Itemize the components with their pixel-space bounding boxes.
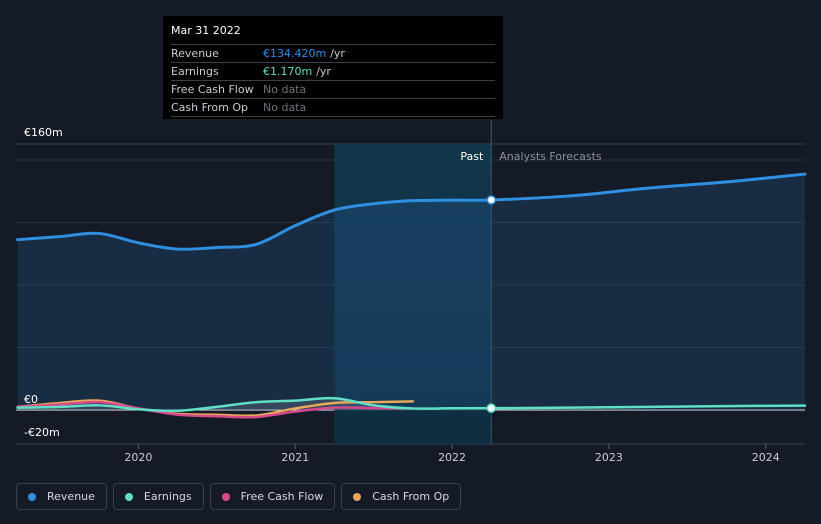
legend-dot-icon xyxy=(124,492,133,501)
chart-legend: Revenue Earnings Free Cash Flow Cash Fro… xyxy=(16,483,462,510)
tooltip-row-revenue: Revenue €134.420m /yr xyxy=(171,44,495,62)
x-tick-label: 2020 xyxy=(124,451,152,464)
x-tick-label: 2024 xyxy=(752,451,780,464)
legend-item-revenue[interactable]: Revenue xyxy=(16,483,107,510)
y-tick-bottom: -€20m xyxy=(24,426,60,439)
free-cash-flow-line xyxy=(16,400,415,419)
series-lines xyxy=(16,172,807,419)
tooltip-value: No data xyxy=(263,83,307,96)
tooltip-row-earnings: Earnings €1.170m /yr xyxy=(171,62,495,80)
tooltip-label: Free Cash Flow xyxy=(171,83,254,96)
x-tick-label: 2022 xyxy=(438,451,466,464)
revenue-area xyxy=(17,174,805,410)
legend-dot-icon xyxy=(221,492,230,501)
past-region-shade xyxy=(334,144,492,444)
tooltip-unit: /yr xyxy=(330,47,345,60)
revenue-line xyxy=(16,172,807,251)
legend-label: Free Cash Flow xyxy=(240,490,324,503)
legend-item-free-cash-flow[interactable]: Free Cash Flow xyxy=(209,483,336,510)
revenue-marker xyxy=(486,195,497,205)
legend-item-earnings[interactable]: Earnings xyxy=(112,483,204,510)
tooltip-date: Mar 31 2022 xyxy=(171,24,241,37)
tooltip-row-free-cash-flow: Free Cash Flow No data xyxy=(171,80,495,98)
y-tick-zero: €0 xyxy=(24,393,38,406)
legend-label: Revenue xyxy=(47,490,95,503)
legend-label: Cash From Op xyxy=(372,490,450,503)
past-label: Past xyxy=(460,150,484,163)
x-tick-label: 2021 xyxy=(281,451,309,464)
earnings-line xyxy=(16,396,807,413)
tooltip-value: €1.170m xyxy=(263,65,313,78)
x-axis-ticks: 2020 2021 2022 2023 2024 xyxy=(124,444,780,464)
tooltip-unit: /yr xyxy=(316,65,331,78)
legend-label: Earnings xyxy=(143,490,192,503)
earnings-marker xyxy=(486,403,497,413)
series-areas xyxy=(17,174,805,411)
tooltip-label: Revenue xyxy=(171,47,219,60)
hover-markers xyxy=(486,195,497,413)
legend-dot-icon xyxy=(28,492,36,501)
tooltip-label: Earnings xyxy=(171,65,219,78)
hover-tooltip: Mar 31 2022 Revenue €134.420m /yr Earnin… xyxy=(163,16,503,119)
forecast-label: Analysts Forecasts xyxy=(499,150,602,163)
legend-item-cash-from-op[interactable]: Cash From Op xyxy=(341,483,462,510)
x-tick-label: 2023 xyxy=(595,451,623,464)
tooltip-value: No data xyxy=(263,101,307,114)
tooltip-row-cash-from-op: Cash From Op No data xyxy=(171,98,495,117)
tooltip-label: Cash From Op xyxy=(171,101,249,114)
tooltip-value: €134.420m xyxy=(263,47,327,60)
legend-dot-icon xyxy=(353,492,362,501)
cash-from-op-line xyxy=(16,399,415,418)
y-tick-top: €160m xyxy=(24,126,63,139)
